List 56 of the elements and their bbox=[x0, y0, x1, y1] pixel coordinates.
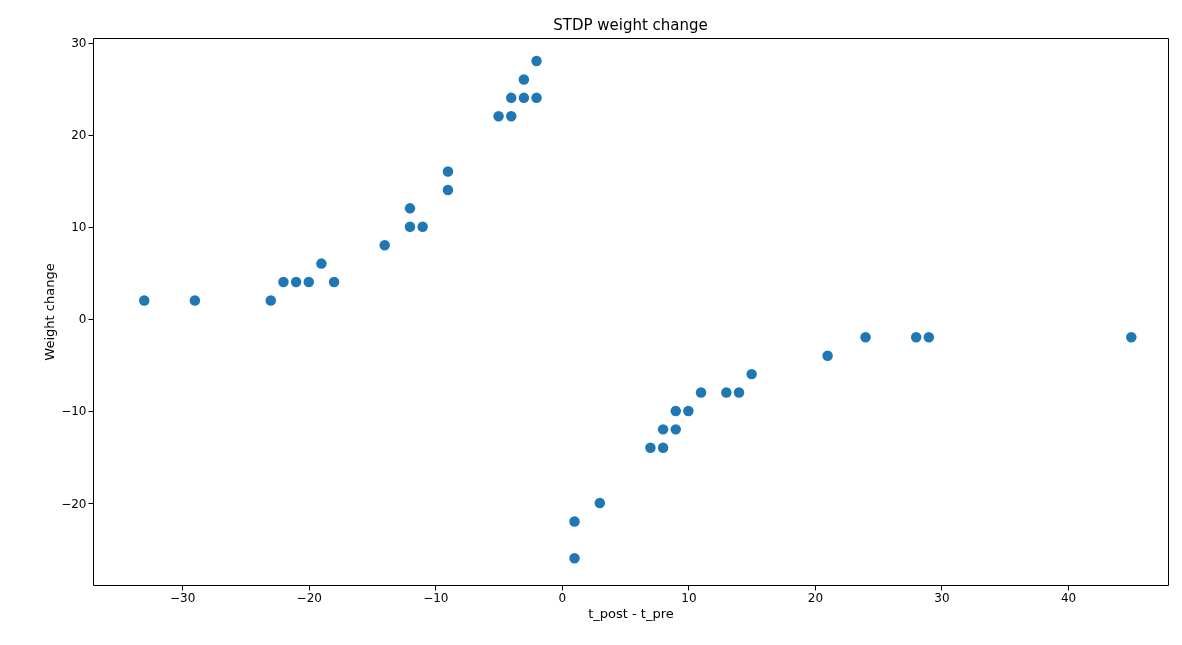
point bbox=[733, 387, 745, 398]
point bbox=[569, 553, 580, 564]
point bbox=[910, 332, 922, 343]
point bbox=[860, 332, 871, 343]
point bbox=[265, 295, 277, 306]
x-tick-label: 10 bbox=[681, 590, 697, 605]
point bbox=[670, 405, 681, 417]
point bbox=[290, 276, 302, 288]
point bbox=[404, 221, 416, 233]
x-tick-label: −20 bbox=[296, 590, 322, 605]
point bbox=[518, 74, 530, 85]
x-tick-label: 40 bbox=[1060, 590, 1077, 605]
point bbox=[923, 332, 935, 343]
point bbox=[505, 111, 517, 122]
point bbox=[657, 424, 669, 435]
point bbox=[1126, 332, 1137, 343]
point bbox=[493, 111, 504, 122]
point bbox=[683, 405, 694, 417]
point bbox=[670, 424, 681, 435]
point bbox=[746, 368, 757, 380]
point bbox=[721, 387, 732, 398]
x-axis-title: t_post - t_pre bbox=[588, 605, 674, 621]
y-tick-label: 20 bbox=[71, 128, 87, 143]
point bbox=[695, 387, 707, 398]
point bbox=[303, 276, 314, 288]
point bbox=[278, 276, 289, 288]
point bbox=[531, 55, 542, 67]
point bbox=[442, 184, 454, 196]
point bbox=[569, 516, 580, 527]
y-tick-label: 0 bbox=[78, 312, 87, 327]
y-tick-label: 30 bbox=[71, 36, 87, 51]
point bbox=[316, 258, 327, 269]
y-axis-title: Weight change bbox=[42, 263, 58, 361]
point bbox=[822, 350, 833, 361]
point bbox=[531, 92, 542, 104]
point bbox=[505, 92, 517, 104]
point bbox=[404, 203, 416, 214]
x-tick-label: −10 bbox=[423, 590, 449, 605]
x-tick-label: −30 bbox=[170, 590, 196, 605]
point bbox=[645, 442, 656, 454]
point bbox=[139, 295, 150, 306]
x-tick-label: 0 bbox=[558, 590, 567, 605]
point bbox=[379, 239, 390, 251]
point bbox=[518, 92, 530, 104]
point bbox=[328, 276, 340, 288]
point bbox=[657, 442, 669, 454]
x-tick-label: 30 bbox=[934, 590, 950, 605]
point bbox=[417, 221, 428, 233]
x-tick-label: 20 bbox=[807, 590, 824, 605]
y-tick-label: 10 bbox=[71, 220, 87, 235]
point bbox=[594, 497, 606, 509]
point bbox=[442, 166, 454, 177]
y-tick-label: −10 bbox=[61, 404, 87, 419]
point bbox=[189, 295, 201, 306]
y-tick-label: −20 bbox=[61, 496, 87, 511]
chart-title: STDP weight change bbox=[553, 15, 708, 34]
